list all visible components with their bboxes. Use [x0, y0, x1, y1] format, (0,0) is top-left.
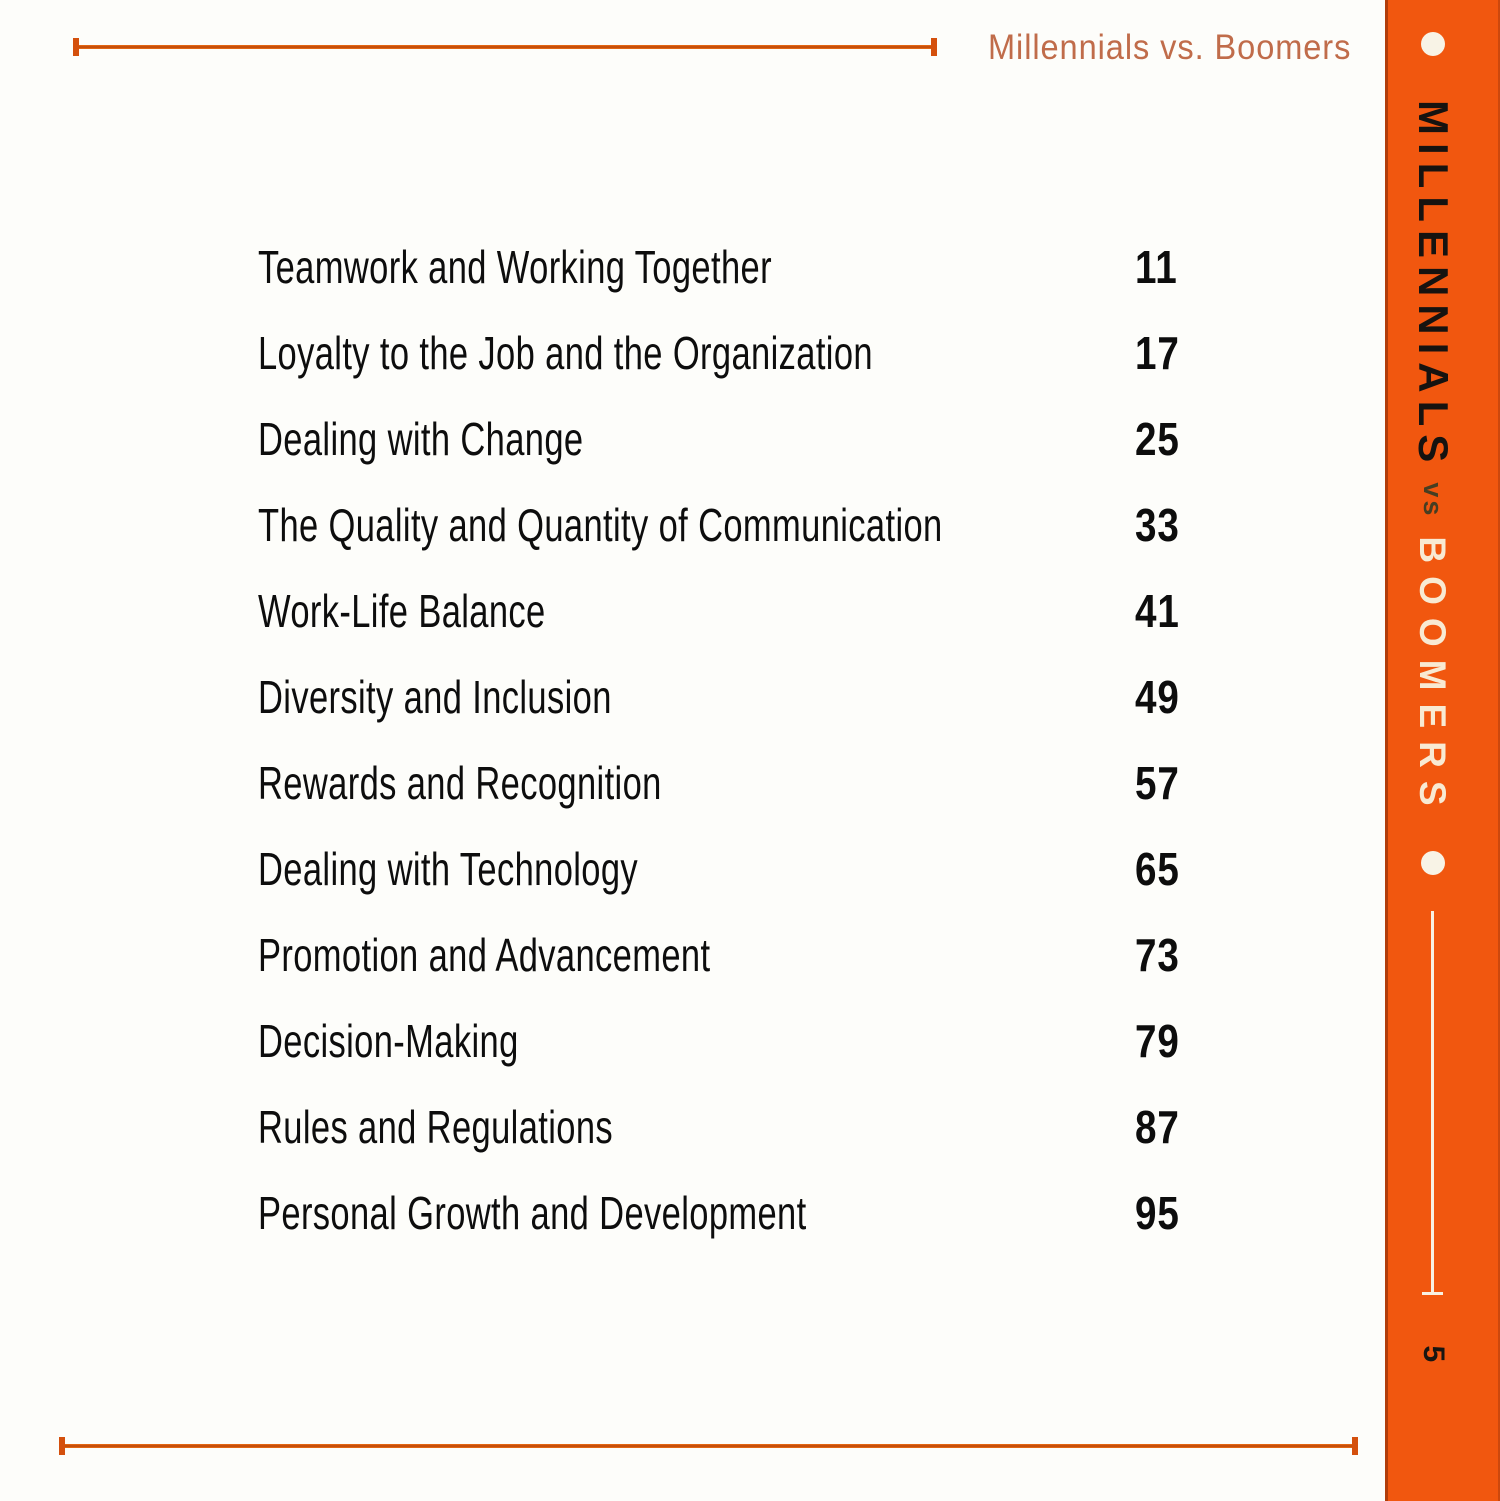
toc-entry: Work-Life Balance 41 [258, 568, 1278, 654]
toc-entry-page-number: 57 [1135, 757, 1180, 809]
toc-entry-title: Teamwork and Working Together [258, 241, 772, 293]
toc-entry-title: Dealing with Technology [258, 843, 639, 895]
top-rule [73, 38, 937, 56]
toc-entry-page-number: 87 [1135, 1101, 1180, 1153]
toc-entry-title: Loyalty to the Job and the Organization [258, 327, 873, 379]
toc-entry-page-number: 95 [1135, 1187, 1180, 1239]
spine-word-boomers: BOOMERS [1412, 536, 1454, 819]
bottom-rule [59, 1437, 1358, 1455]
toc-entry-page-number: 25 [1135, 413, 1180, 465]
toc-entry-page-number: 41 [1135, 585, 1180, 637]
toc-entry-title: Diversity and Inclusion [258, 671, 612, 723]
toc-entry-title: Decision-Making [258, 1015, 519, 1067]
toc-list: Teamwork and Working Together 11 Loyalty t… [258, 224, 1278, 1256]
toc-entry: The Quality and Quantity of Communicatio… [258, 482, 1278, 568]
spine-strip: MILLENNIALS vs BOOMERS 5 [1388, 0, 1500, 1501]
toc-entry-page-number: 73 [1135, 929, 1180, 981]
toc-entry-page-number: 65 [1135, 843, 1180, 895]
toc-entry-title: Rules and Regulations [258, 1101, 614, 1153]
toc-entry-page-number: 17 [1135, 327, 1180, 379]
toc-entry-title: Rewards and Recognition [258, 757, 662, 809]
toc-entry: Diversity and Inclusion 49 [258, 654, 1278, 740]
toc-entry: Loyalty to the Job and the Organization 1… [258, 310, 1278, 396]
toc-entry-title: The Quality and Quantity of Communicatio… [258, 499, 943, 551]
running-header-title: Millennials vs. Boomers [988, 28, 1352, 67]
spine-word-vs: vs [1418, 482, 1449, 519]
toc-entry: Rewards and Recognition 57 [258, 740, 1278, 826]
toc-entry-page-number: 79 [1135, 1015, 1180, 1067]
page-number: 5 [1417, 1345, 1450, 1363]
spine-tab: MILLENNIALS vs BOOMERS 5 [1385, 0, 1500, 1501]
toc-entry-page-number: 49 [1135, 671, 1180, 723]
toc-entry: Rules and Regulations 87 [258, 1084, 1278, 1170]
toc-entry-title: Dealing with Change [258, 413, 584, 465]
toc-entry-page-number: 11 [1135, 241, 1178, 293]
toc-entry-title: Promotion and Advancement [258, 929, 711, 981]
toc-entry: Promotion and Advancement 73 [258, 912, 1278, 998]
toc-entry: Dealing with Technology 65 [258, 826, 1278, 912]
bullet-dot-icon [1421, 850, 1445, 875]
toc-entry: Personal Growth and Development 95 [258, 1170, 1278, 1256]
toc-entry-page-number: 33 [1135, 499, 1180, 551]
toc-entry: Decision-Making 79 [258, 998, 1278, 1084]
spine-word-millennials: MILLENNIALS [1410, 100, 1457, 471]
toc-entry-title: Personal Growth and Development [258, 1187, 807, 1239]
toc-entry: Teamwork and Working Together 11 [258, 224, 1278, 310]
toc-entry-title: Work-Life Balance [258, 585, 546, 637]
spine-rule [1431, 910, 1435, 1294]
bullet-dot-icon [1421, 32, 1445, 56]
toc-entry: Dealing with Change 25 [258, 396, 1278, 482]
